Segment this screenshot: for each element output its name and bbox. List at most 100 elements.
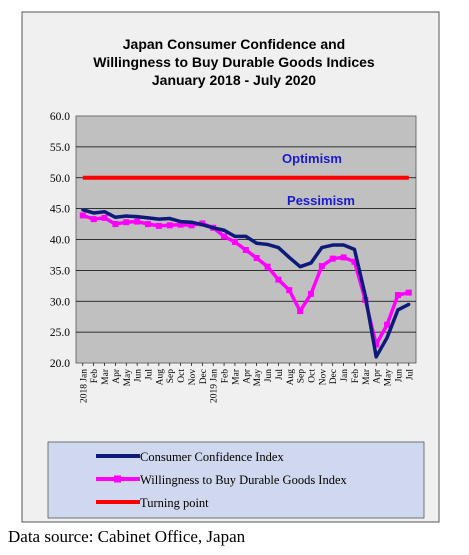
- point-durable-goods: [221, 233, 228, 240]
- x-tick-label: Mar: [362, 368, 372, 385]
- x-tick-label: Feb: [351, 369, 361, 384]
- y-tick-label: 40.0: [50, 235, 70, 247]
- x-tick-label: 2018 Jan: [79, 369, 89, 403]
- point-durable-goods: [166, 222, 173, 229]
- point-durable-goods: [242, 246, 249, 253]
- x-tick-label: Dec: [199, 369, 209, 384]
- point-consumer-confidence: [200, 223, 204, 227]
- x-tick-label: Sep: [297, 369, 307, 384]
- point-durable-goods: [373, 341, 380, 348]
- point-consumer-confidence: [352, 247, 357, 251]
- chart-title: Japan Consumer Confidence and Willingnes…: [93, 36, 375, 88]
- x-tick-label: Jan: [340, 369, 350, 382]
- y-tick-label: 25.0: [50, 327, 70, 339]
- point-consumer-confidence: [276, 245, 280, 250]
- point-durable-goods: [101, 214, 108, 221]
- x-tick-label: May: [123, 369, 133, 387]
- point-durable-goods: [155, 222, 162, 229]
- point-consumer-confidence: [102, 210, 107, 214]
- y-tick-label: 30.0: [50, 296, 70, 308]
- x-tick-label: Oct: [177, 369, 187, 383]
- point-consumer-confidence: [407, 302, 411, 306]
- point-consumer-confidence: [135, 215, 139, 219]
- point-consumer-confidence: [320, 245, 324, 250]
- point-durable-goods: [297, 308, 304, 315]
- y-tick-label: 50.0: [50, 173, 70, 185]
- x-tick-label: May: [384, 369, 394, 387]
- point-durable-goods: [79, 212, 86, 219]
- point-consumer-confidence: [363, 294, 367, 298]
- x-tick-label: Feb: [221, 369, 231, 384]
- point-consumer-confidence: [157, 217, 161, 221]
- title-line-1: Japan Consumer Confidence and: [123, 36, 345, 52]
- point-durable-goods: [384, 321, 391, 328]
- legend-label-durable-goods: Willingness to Buy Durable Goods Index: [140, 473, 348, 487]
- x-tick-label: Apr: [373, 368, 383, 384]
- point-consumer-confidence: [255, 241, 259, 245]
- point-durable-goods: [405, 289, 412, 296]
- point-durable-goods: [145, 221, 151, 228]
- point-durable-goods: [275, 276, 282, 283]
- point-consumer-confidence: [385, 336, 389, 340]
- point-consumer-confidence: [113, 215, 117, 219]
- x-tick-label: Jun: [264, 369, 274, 382]
- y-tick-label: 55.0: [50, 142, 70, 154]
- point-consumer-confidence: [244, 234, 248, 239]
- point-durable-goods: [177, 221, 184, 228]
- x-tick-label: Dec: [329, 369, 339, 384]
- x-tick-label: Nov: [188, 369, 198, 386]
- point-consumer-confidence: [179, 219, 183, 224]
- point-consumer-confidence: [233, 234, 237, 239]
- title-line-3: January 2018 - July 2020: [152, 72, 316, 88]
- point-durable-goods: [188, 222, 195, 229]
- x-tick-label: Feb: [90, 369, 100, 384]
- y-tick-label: 45.0: [50, 204, 70, 216]
- x-tick-label: Mar: [101, 368, 111, 385]
- x-tick-label: Oct: [308, 369, 318, 383]
- point-consumer-confidence: [298, 265, 302, 269]
- annotation-optimism: Optimism: [282, 151, 342, 166]
- data-source-note: Data source: Cabinet Office, Japan: [8, 527, 246, 546]
- point-consumer-confidence: [189, 220, 194, 224]
- legend-marker-durable-goods: [114, 475, 121, 483]
- point-consumer-confidence: [342, 243, 346, 247]
- point-durable-goods: [351, 258, 358, 265]
- legend-label-consumer-confidence: Consumer Confidence Index: [140, 450, 284, 464]
- legend: Consumer Confidence Index Willingness to…: [47, 441, 425, 519]
- x-tick-label: 2019 Jan: [210, 369, 220, 403]
- point-durable-goods: [394, 292, 401, 299]
- point-consumer-confidence: [265, 242, 270, 247]
- y-tick-label: 20.0: [50, 358, 70, 370]
- y-tick-label: 60.0: [50, 111, 70, 123]
- point-durable-goods: [253, 255, 260, 262]
- x-tick-label: Apr: [112, 368, 122, 384]
- x-tick-label: Aug: [155, 369, 165, 386]
- point-consumer-confidence: [331, 243, 335, 247]
- point-durable-goods: [264, 263, 271, 270]
- x-tick-label: Mar: [231, 368, 241, 385]
- point-consumer-confidence: [92, 211, 96, 215]
- x-tick-label: Jul: [145, 369, 155, 380]
- legend-label-turning-point: Turning point: [140, 496, 209, 510]
- x-tick-label: Jun: [394, 369, 404, 382]
- annotation-pessimism: Pessimism: [287, 193, 355, 208]
- point-consumer-confidence: [124, 214, 128, 218]
- x-tick-label: Apr: [242, 368, 252, 384]
- point-durable-goods: [90, 216, 97, 223]
- point-consumer-confidence: [81, 208, 85, 212]
- point-consumer-confidence: [287, 255, 291, 260]
- point-durable-goods: [134, 218, 141, 225]
- point-durable-goods: [308, 290, 314, 297]
- title-line-2: Willingness to Buy Durable Goods Indices: [93, 54, 375, 70]
- point-durable-goods: [231, 238, 238, 245]
- y-tick-label: 35.0: [50, 265, 70, 277]
- x-tick-label: Aug: [286, 369, 296, 386]
- x-tick-label: Nov: [318, 369, 328, 386]
- x-tick-label: Jul: [275, 369, 285, 380]
- x-tick-label: Sep: [166, 369, 176, 384]
- y-axis-tick-labels: 60.0 55.0 50.0 45.0 40.0 35.0 30.0 25.0 20.0: [50, 111, 70, 370]
- point-consumer-confidence: [146, 216, 150, 220]
- point-durable-goods: [318, 263, 325, 270]
- point-durable-goods: [340, 254, 347, 261]
- x-axis-tick-labels: 2018 Jan Feb Mar Apr May Jun Jul Aug Sep Oct Nov De…: [79, 363, 415, 403]
